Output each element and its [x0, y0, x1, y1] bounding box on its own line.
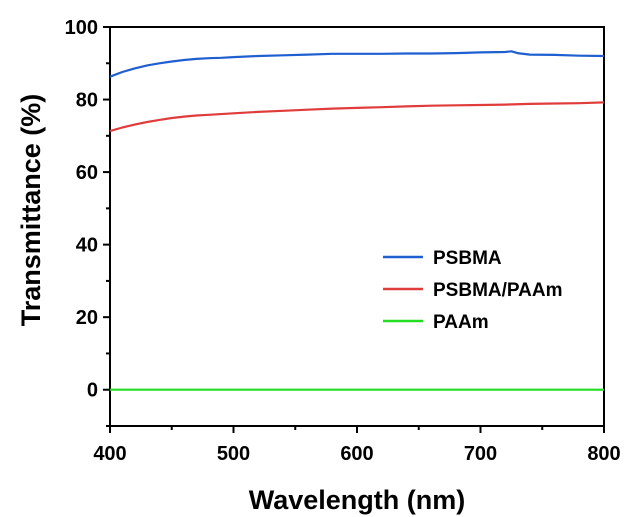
y-tick-label: 0 [87, 380, 98, 402]
x-tick-label: 700 [464, 443, 497, 465]
x-axis-title: Wavelength (nm) [249, 485, 466, 515]
axis-ticks: 400 500 600 700 800 0 20 40 60 80 100 [65, 17, 621, 465]
x-tick-label: 800 [587, 443, 620, 465]
legend-label: PSBMA [433, 248, 502, 269]
series-line-psbma [109, 50, 605, 78]
legend-label: PAAm [433, 312, 489, 333]
plot-border [109, 26, 605, 427]
y-tick-label: 80 [76, 90, 98, 112]
series-line-psbma-paam [109, 101, 605, 133]
y-axis-title: Transmittance (%) [16, 94, 46, 327]
y-tick-label: 100 [65, 17, 98, 39]
series-lines [109, 50, 605, 391]
y-tick-label: 60 [76, 162, 98, 184]
y-tick-label: 40 [76, 235, 98, 257]
x-tick-label: 600 [340, 443, 373, 465]
x-tick-label: 500 [217, 443, 250, 465]
y-tick-label: 20 [76, 307, 98, 329]
x-tick-label: 400 [93, 443, 126, 465]
legend: PSBMA PSBMA/PAAm PAAm [383, 248, 563, 333]
plot-frame [109, 26, 605, 427]
legend-label: PSBMA/PAAm [433, 280, 563, 301]
